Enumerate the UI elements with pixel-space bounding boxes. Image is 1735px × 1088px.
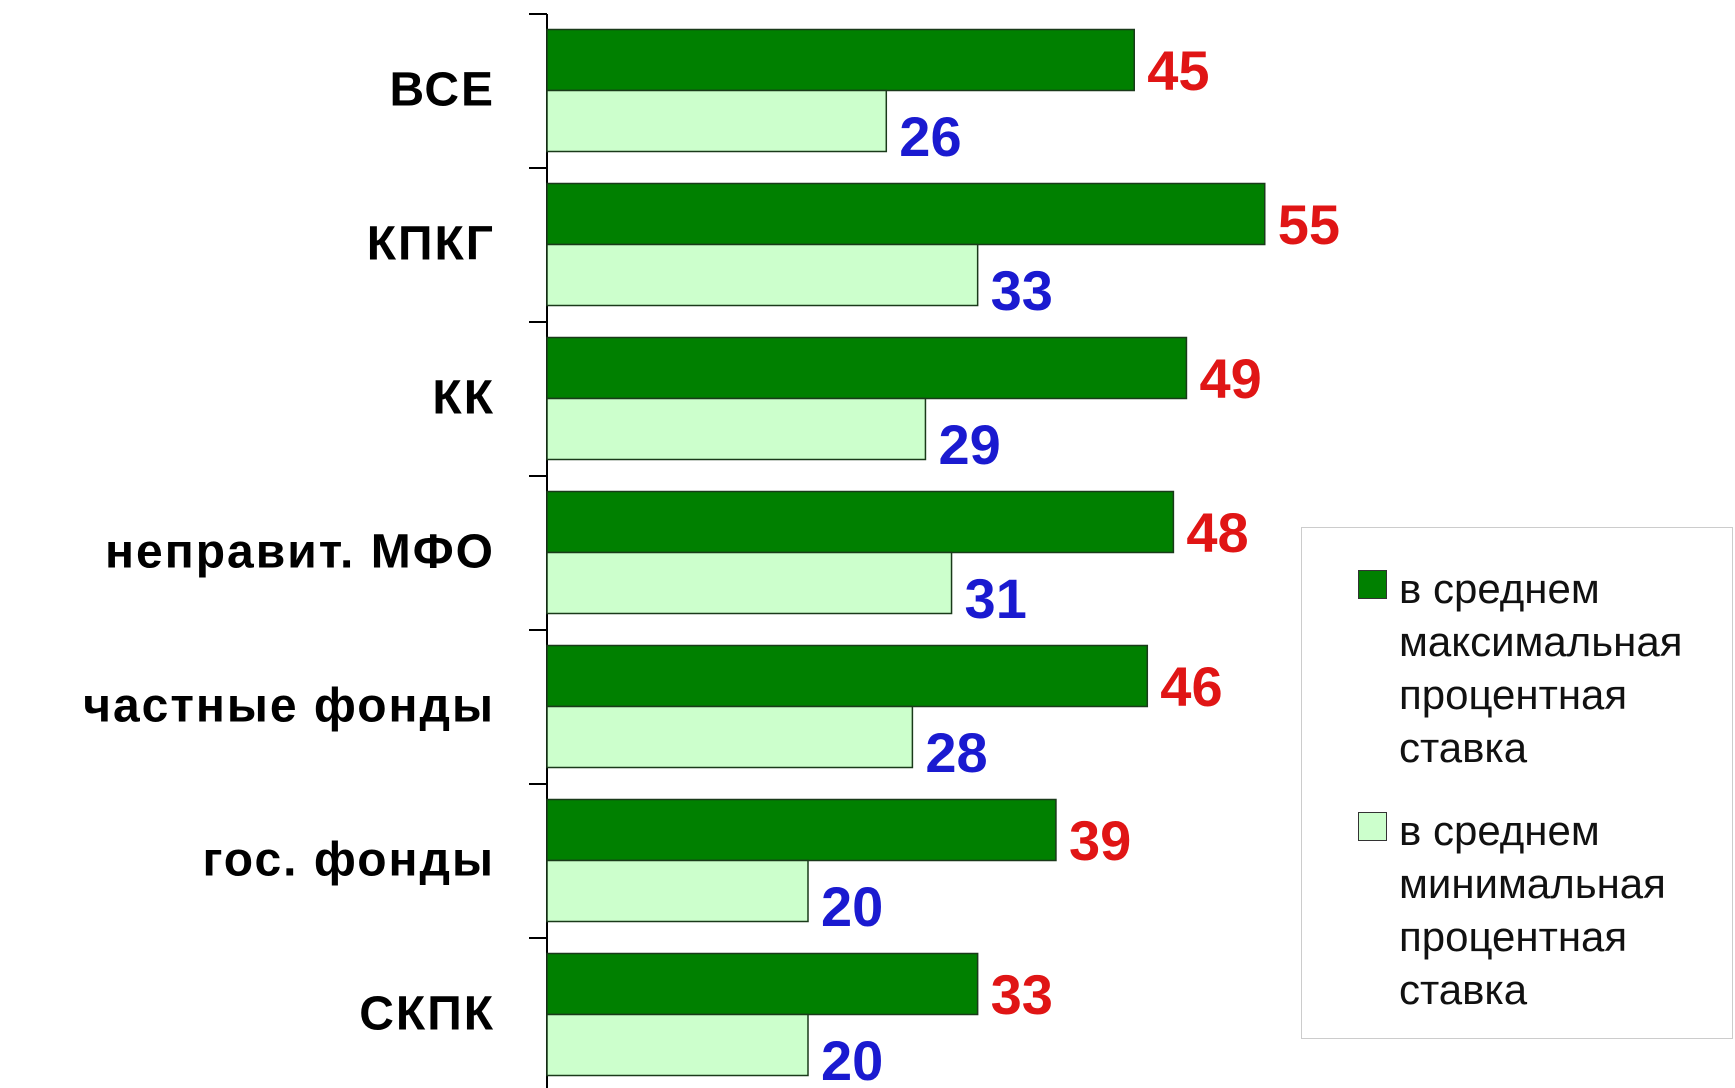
value-label: 48 <box>1186 501 1248 564</box>
value-label: 33 <box>991 963 1053 1026</box>
value-label: 33 <box>991 259 1053 322</box>
legend-entry: в среднем максимальная процентная ставка <box>1358 562 1732 774</box>
value-label: 39 <box>1069 809 1131 872</box>
category-label: СКПК <box>359 988 495 1041</box>
category-label: КПКГ <box>367 218 495 271</box>
bar <box>546 89 888 153</box>
value-label: 49 <box>1199 347 1261 410</box>
bar <box>546 243 979 307</box>
legend-entry: в среднем минимальная процентная ставка <box>1358 804 1732 1016</box>
bar <box>546 28 1135 92</box>
category-label: ВСЕ <box>389 64 495 117</box>
category-label: гос. фонды <box>202 834 495 887</box>
value-label: 55 <box>1278 193 1340 256</box>
value-label: 20 <box>821 875 883 938</box>
legend-label: в среднем минимальная процентная ставка <box>1399 807 1666 1013</box>
bar <box>546 551 953 615</box>
value-label: 45 <box>1147 39 1209 102</box>
bar <box>546 644 1149 708</box>
bar <box>546 1013 809 1077</box>
category-label: неправит. МФО <box>105 526 495 579</box>
value-label: 46 <box>1160 655 1222 718</box>
legend-label: в среднем максимальная процентная ставка <box>1399 565 1683 771</box>
bar <box>546 798 1057 862</box>
bar <box>546 952 979 1016</box>
bar <box>546 490 1175 554</box>
category-label: частные фонды <box>83 680 495 733</box>
bar <box>546 859 809 923</box>
legend-swatch <box>1358 570 1387 599</box>
value-label: 20 <box>821 1029 883 1088</box>
bar <box>546 336 1188 400</box>
bar <box>546 705 914 769</box>
value-label: 26 <box>899 105 961 168</box>
value-label: 28 <box>925 721 987 784</box>
category-label: КК <box>432 372 495 425</box>
value-label: 31 <box>965 567 1027 630</box>
bar <box>546 182 1266 246</box>
bar <box>546 397 927 461</box>
value-label: 29 <box>938 413 1000 476</box>
legend: в среднем максимальная процентная ставка… <box>1301 527 1733 1039</box>
legend-swatch <box>1358 812 1387 841</box>
